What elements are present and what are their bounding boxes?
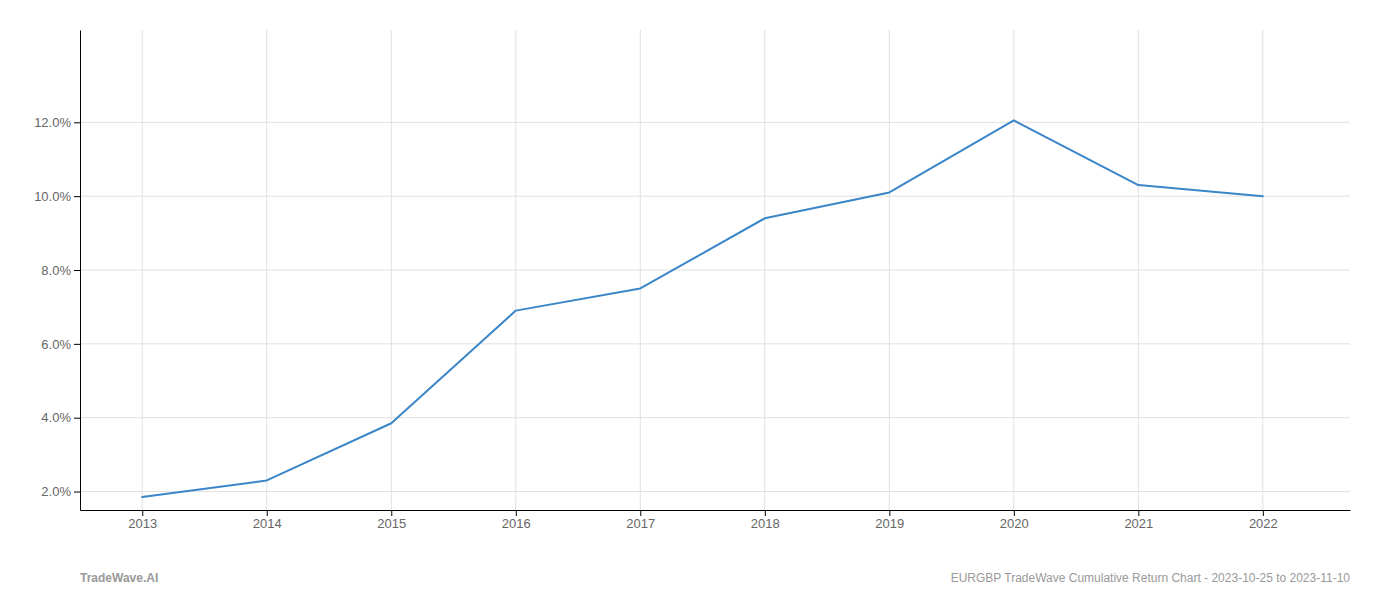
tick: 10.0% — [34, 189, 80, 204]
grid-line-y — [80, 270, 1350, 271]
tick-mark — [74, 492, 80, 493]
tick-label: 10.0% — [34, 189, 71, 204]
marks — [142, 120, 1263, 497]
axis-line — [80, 31, 81, 511]
tick: 4.0% — [41, 410, 80, 425]
tick-mark — [267, 510, 268, 516]
tick-label: 2021 — [1124, 516, 1153, 531]
tick: 2019 — [875, 510, 904, 531]
tick-label: 6.0% — [41, 337, 71, 352]
tick: 12.0% — [34, 115, 80, 130]
tick-mark — [74, 122, 80, 123]
tick: 2014 — [253, 510, 282, 531]
tick-mark — [1138, 510, 1139, 516]
tick-mark — [765, 510, 766, 516]
tick-label: 2017 — [626, 516, 655, 531]
tick-mark — [516, 510, 517, 516]
tick-label: 2022 — [1249, 516, 1278, 531]
y-axis: 2.0% 4.0% 6.0% 8.0% 10.0% 12.0% — [34, 31, 80, 511]
tick: 2020 — [1000, 510, 1029, 531]
grid — [80, 30, 1350, 510]
tick: 2.0% — [41, 484, 80, 499]
grid-line-y — [80, 417, 1350, 418]
tick-mark — [74, 344, 80, 345]
tick: 2016 — [502, 510, 531, 531]
tick-mark — [640, 510, 641, 516]
tick: 2013 — [128, 510, 157, 531]
tick-label: 2013 — [128, 516, 157, 531]
tick-label: 8.0% — [41, 263, 71, 278]
footer-right: EURGBP TradeWave Cumulative Return Chart… — [951, 571, 1351, 585]
tick-label: 2.0% — [41, 484, 71, 499]
line — [142, 120, 1263, 497]
tick: 2022 — [1249, 510, 1278, 531]
chart: 2013 2014 2015 2016 2017 2018 2019 2020 2021 2022… — [0, 0, 1400, 600]
tick-mark — [1014, 510, 1015, 516]
tick: 2015 — [377, 510, 406, 531]
tick: 8.0% — [41, 263, 80, 278]
tick-mark — [74, 418, 80, 419]
tick-mark — [1263, 510, 1264, 516]
grid-line-y — [80, 196, 1350, 197]
tick: 2021 — [1124, 510, 1153, 531]
tick-label: 2019 — [875, 516, 904, 531]
tick-label: 2016 — [502, 516, 531, 531]
tick: 2018 — [751, 510, 780, 531]
tick-label: 2015 — [377, 516, 406, 531]
tick-label: 12.0% — [34, 115, 71, 130]
grid-line-y — [80, 343, 1350, 344]
axis-line — [81, 510, 1351, 511]
tick: 6.0% — [41, 337, 80, 352]
tick-label: 4.0% — [41, 410, 71, 425]
tick: 2017 — [626, 510, 655, 531]
grid-line-y — [80, 122, 1350, 123]
tick-mark — [74, 196, 80, 197]
tick-mark — [74, 270, 80, 271]
tick-label: 2020 — [1000, 516, 1029, 531]
tick-label: 2014 — [253, 516, 282, 531]
tick-mark — [142, 510, 143, 516]
tick-mark — [889, 510, 890, 516]
grid-line-y — [80, 491, 1350, 492]
tick-mark — [391, 510, 392, 516]
plot: 2013 2014 2015 2016 2017 2018 2019 2020 2021 2022… — [34, 30, 1350, 531]
tick-label: 2018 — [751, 516, 780, 531]
x-axis: 2013 2014 2015 2016 2017 2018 2019 2020 2021 2022 — [81, 510, 1351, 531]
footer-left: TradeWave.AI — [80, 571, 158, 585]
